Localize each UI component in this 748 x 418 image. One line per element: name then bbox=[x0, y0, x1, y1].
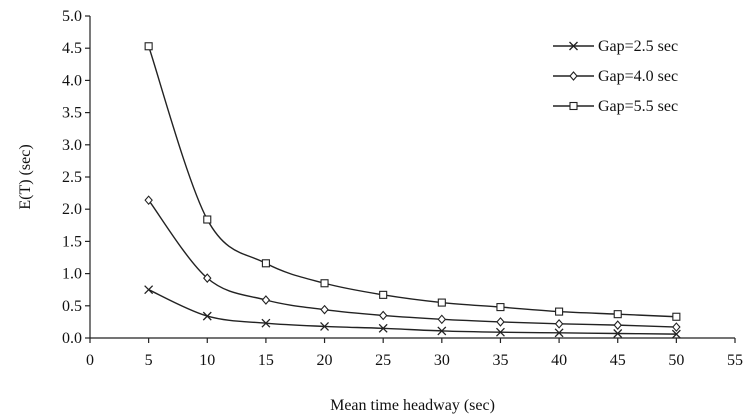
x-tick-label: 50 bbox=[668, 352, 684, 369]
series-1-point bbox=[495, 327, 505, 337]
y-tick-label: 0.0 bbox=[62, 330, 82, 347]
legend-marker bbox=[569, 71, 578, 81]
series-1-point bbox=[261, 318, 271, 328]
y-tick-label: 5.0 bbox=[62, 8, 82, 25]
series-1-line bbox=[148, 289, 677, 335]
series-2-point bbox=[672, 322, 681, 332]
y-tick-label: 4.0 bbox=[62, 72, 82, 89]
legend-label: Gap=4.0 sec bbox=[598, 68, 678, 85]
series-1-point bbox=[671, 329, 681, 339]
series-2-point bbox=[378, 310, 388, 321]
y-axis-ticks: 0.0 0.5 1.0 1.5 2.0 2.5 3.0 3.5 4.0 4.5 5.0 bbox=[62, 8, 90, 347]
legend-marker bbox=[569, 101, 578, 111]
series-3-point bbox=[144, 42, 153, 51]
series-3-point bbox=[320, 279, 329, 288]
x-tick-label: 55 bbox=[727, 352, 743, 369]
y-tick-label: 3.0 bbox=[62, 137, 82, 154]
y-tick-label: 1.5 bbox=[62, 233, 82, 250]
series-3-point bbox=[437, 298, 446, 307]
series-2-point bbox=[144, 195, 153, 206]
series-2-line bbox=[148, 199, 677, 328]
series-3-point bbox=[379, 290, 388, 299]
x-tick-label: 20 bbox=[317, 352, 333, 369]
series-1-point bbox=[320, 321, 330, 331]
y-tick-label: 3.5 bbox=[62, 105, 82, 122]
y-tick-label: 2.5 bbox=[62, 169, 82, 186]
y-axis-title: E(T) (sec) bbox=[17, 144, 34, 209]
series-3-point bbox=[203, 215, 212, 224]
series-3-point bbox=[672, 312, 681, 321]
legend-item: Gap=4.0 sec bbox=[553, 68, 678, 85]
x-tick-label: 15 bbox=[258, 352, 274, 369]
y-tick-label: 2.0 bbox=[62, 201, 82, 218]
series-1 bbox=[144, 285, 681, 339]
series-2-point bbox=[496, 317, 505, 327]
series-2-point bbox=[437, 314, 447, 325]
series-1-point bbox=[613, 329, 623, 338]
x-tick-label: 40 bbox=[551, 352, 567, 369]
x-tick-label: 10 bbox=[199, 352, 215, 369]
legend-item: Gap=2.5 sec bbox=[553, 38, 678, 55]
series-3-point bbox=[613, 310, 622, 319]
series-3-point bbox=[555, 307, 564, 316]
x-tick-label: 30 bbox=[434, 352, 450, 369]
series-group bbox=[144, 42, 681, 339]
series-1-point bbox=[378, 323, 388, 333]
series-2-point bbox=[203, 273, 212, 283]
y-tick-label: 0.5 bbox=[62, 298, 82, 315]
legend-item: Gap=5.5 sec bbox=[553, 98, 678, 115]
x-tick-label: 45 bbox=[610, 352, 626, 369]
series-1-point bbox=[144, 285, 154, 295]
y-tick-label: 1.0 bbox=[62, 266, 82, 283]
legend-label: Gap=2.5 sec bbox=[598, 38, 678, 55]
legend-marker bbox=[569, 41, 578, 51]
series-2-point bbox=[613, 320, 622, 330]
series-2-point bbox=[554, 318, 564, 329]
legend-label: Gap=5.5 sec bbox=[598, 98, 678, 115]
y-tick-label: 4.5 bbox=[62, 40, 82, 57]
series-3-point bbox=[261, 259, 270, 268]
series-3-point bbox=[496, 303, 505, 312]
series-3 bbox=[144, 42, 681, 321]
x-tick-label: 35 bbox=[492, 352, 508, 369]
x-axis-title: Mean time headway (sec) bbox=[330, 397, 495, 414]
series-3-line bbox=[147, 46, 677, 318]
x-tick-label: 25 bbox=[375, 352, 391, 369]
series-1-point bbox=[554, 328, 564, 338]
series-1-point bbox=[437, 326, 447, 336]
legend: Gap=2.5 sec Gap=4.0 sec Gap=5.5 sec bbox=[553, 38, 678, 115]
x-tick-label: 0 bbox=[86, 352, 94, 369]
series-2-point bbox=[261, 295, 271, 305]
x-axis-ticks: 0 5 10 15 20 25 30 35 40 45 50 55 bbox=[86, 338, 743, 369]
series-2-point bbox=[320, 304, 329, 315]
series-2 bbox=[144, 195, 681, 332]
x-tick-label: 5 bbox=[145, 352, 153, 369]
series-1-point bbox=[202, 311, 212, 321]
plot-area: 0.0 0.5 1.0 1.5 2.0 2.5 3.0 3.5 4.0 4.5 5.0 0 5 10 15… bbox=[62, 8, 743, 369]
